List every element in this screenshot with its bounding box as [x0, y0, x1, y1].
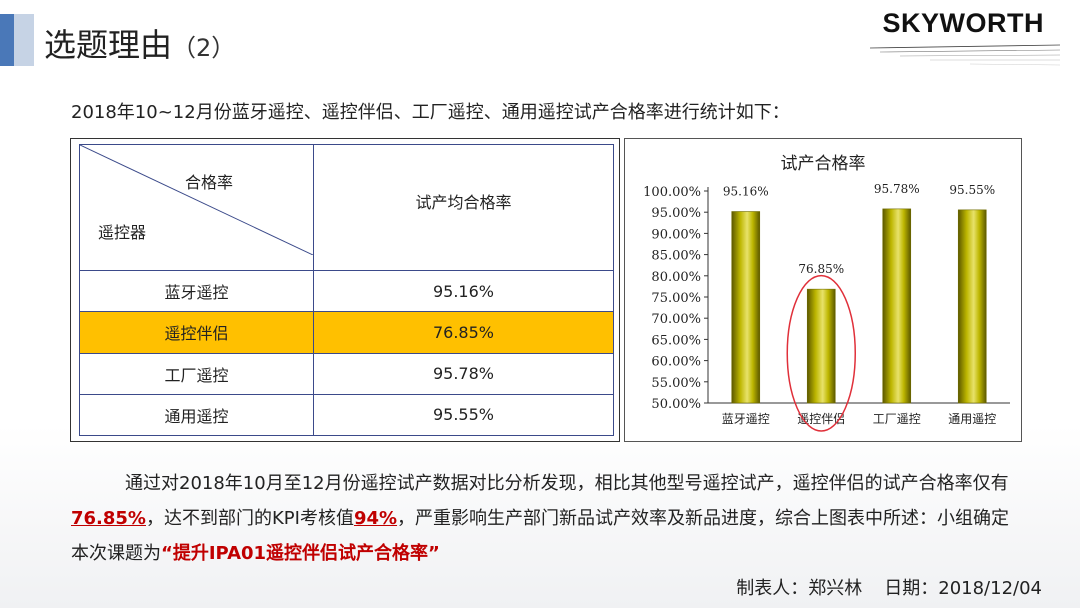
table-row: 工厂遥控 95.78% — [79, 352, 614, 395]
y-tick-label: 100.00% — [643, 185, 701, 200]
slide-title-number: （2） — [172, 34, 236, 62]
y-tick-label: 65.00% — [651, 333, 701, 348]
row-value: 95.78% — [313, 352, 614, 395]
y-tick-label: 50.00% — [651, 397, 701, 412]
row-value: 95.55% — [313, 393, 614, 437]
x-tick-label: 遥控伴侣 — [797, 411, 845, 426]
y-tick-label: 75.00% — [651, 291, 701, 306]
bar — [957, 209, 987, 404]
intro-text: 2018年10~12月份蓝牙遥控、遥控伴侣、工厂遥控、通用遥控试产合格率进行统计… — [71, 102, 790, 123]
y-tick-label: 90.00% — [651, 227, 701, 242]
rate-table-frame: 合格率 遥控器 试产均合格率 蓝牙遥控 95.16% 遥控伴侣 76.85% 工… — [70, 138, 620, 442]
rate-table: 合格率 遥控器 试产均合格率 蓝牙遥控 95.16% 遥控伴侣 76.85% 工… — [79, 144, 614, 437]
brand-swoosh — [870, 44, 1060, 66]
y-tick-label: 85.00% — [651, 249, 701, 264]
summary-text-3: ，严重影响生产部门新品试产效率及新品进度，综合上图表中所述：小组确定本次课题为 — [71, 508, 1010, 564]
bar-data-label: 95.16% — [723, 185, 769, 199]
title-accent-bar-light — [14, 14, 34, 66]
summary-text-1: 通过对2018年10月至12月份遥控试产数据对比分析发现，相比其他型号遥控试产，… — [125, 473, 1009, 494]
y-tick-label: 95.00% — [651, 206, 701, 221]
pass-rate-chart: 试产合格率 50.00% 55.00% 60.00% 65.00% 70.00% 75.0… — [643, 154, 1010, 432]
y-tick-label: 80.00% — [651, 270, 701, 285]
corner-label-rate: 合格率 — [185, 173, 234, 192]
highlight-circle — [786, 274, 856, 432]
footer: 制表人：郑兴林 日期：2018/12/04 — [736, 574, 1042, 600]
row-value: 76.85% — [313, 311, 614, 354]
table-header-row: 合格率 遥控器 试产均合格率 — [79, 144, 614, 271]
y-tick-label: 55.00% — [651, 376, 701, 391]
table-row-highlighted: 遥控伴侣 76.85% — [79, 311, 614, 354]
x-tick-label: 蓝牙遥控 — [722, 412, 770, 426]
footer-date: 日期：2018/12/04 — [884, 578, 1042, 599]
chart-frame: 试产合格率 50.00% 55.00% 60.00% 65.00% 70.00% 75.0… — [624, 138, 1022, 442]
bar-data-label: 95.78% — [874, 182, 920, 196]
y-tick-label: 70.00% — [651, 312, 701, 327]
row-name: 通用遥控 — [79, 393, 314, 437]
chart-title: 试产合格率 — [781, 154, 866, 174]
y-tick-label: 60.00% — [651, 355, 701, 370]
bar — [882, 208, 912, 404]
summary-text-2: ，达不到部门的KPI考核值 — [145, 508, 354, 529]
value-column-header: 试产均合格率 — [313, 144, 614, 271]
x-tick-label: 工厂遥控 — [873, 412, 921, 426]
summary-kpi: 94% — [353, 508, 398, 529]
brand-logo: SKYWORTH — [882, 8, 1044, 38]
bar — [806, 288, 836, 404]
slide-title: 选题理由（2） — [44, 20, 235, 66]
table-row: 通用遥控 95.55% — [79, 393, 614, 437]
summary-topic: “提升IPA01遥控伴侣试产合格率” — [161, 543, 440, 564]
diagonal-line — [80, 145, 313, 255]
row-name: 蓝牙遥控 — [79, 269, 314, 313]
corner-label-remote: 遥控器 — [98, 223, 147, 242]
footer-maker: 制表人：郑兴林 — [736, 578, 863, 599]
slide-title-text: 选题理由 — [44, 26, 173, 64]
table-row: 蓝牙遥控 95.16% — [79, 269, 614, 313]
title-accent-bar — [0, 14, 14, 66]
summary-paragraph: 通过对2018年10月至12月份遥控试产数据对比分析发现，相比其他型号遥控试产，… — [71, 466, 1011, 571]
bar-data-label: 95.55% — [949, 183, 995, 197]
bar-data-label: 76.85% — [798, 262, 844, 276]
row-name: 工厂遥控 — [79, 352, 314, 395]
row-value: 95.16% — [313, 269, 614, 313]
bar — [731, 211, 761, 404]
row-name: 遥控伴侣 — [79, 311, 314, 354]
summary-rate: 76.85% — [71, 508, 146, 529]
x-tick-label: 通用遥控 — [948, 412, 996, 426]
table-corner-cell: 合格率 遥控器 — [79, 144, 314, 271]
